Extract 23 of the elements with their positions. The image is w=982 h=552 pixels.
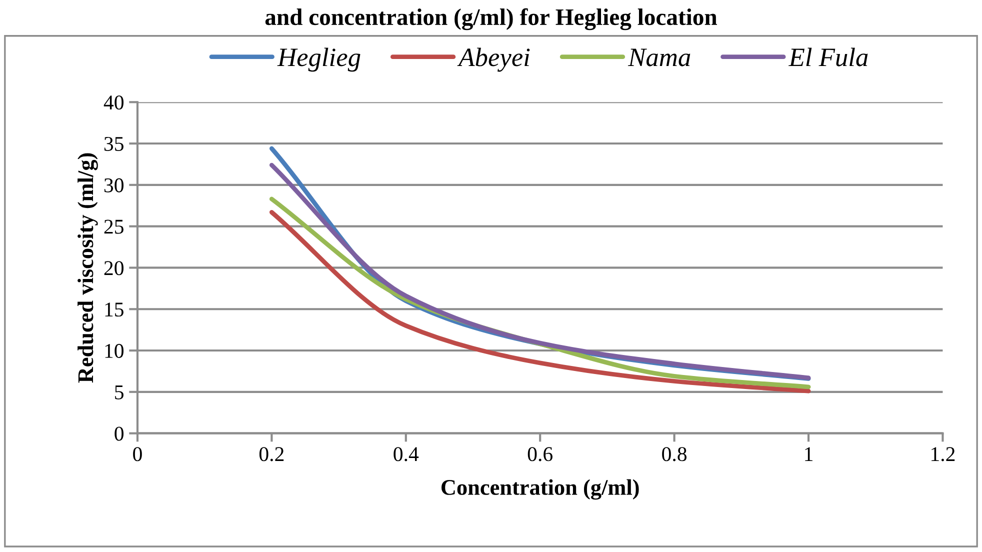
y-axis-title: Reduced viscosity (ml/g) xyxy=(78,153,98,383)
y-tick-label: 15 xyxy=(105,302,124,317)
y-tick-label: 25 xyxy=(104,220,124,234)
y-tick-label: 40 xyxy=(104,95,124,110)
x-tick-label: 0.4 xyxy=(394,447,419,462)
legend-label: Heglieg xyxy=(277,48,360,72)
x-tick-label: 0 xyxy=(133,447,142,462)
x-tick-label: 1.2 xyxy=(932,447,955,462)
y-tick-label: 0 xyxy=(114,426,124,441)
legend-label: Nama xyxy=(628,48,690,66)
y-tick-label: 10 xyxy=(105,344,124,358)
y-tick-label: 20 xyxy=(104,261,124,276)
x-tick-label: 0.2 xyxy=(259,447,284,462)
x-axis-title: Concentration (g/ml) xyxy=(442,479,639,500)
x-tick-label: 1 xyxy=(805,447,812,461)
legend-label: El Fula xyxy=(788,48,868,66)
x-tick-label: 0.6 xyxy=(528,447,552,462)
y-tick-label: 35 xyxy=(104,136,124,151)
x-tick-label: 0.8 xyxy=(662,447,687,462)
y-tick-label: 5 xyxy=(115,386,124,400)
legend-label: Abeyei xyxy=(457,48,530,72)
text: and concentration (g/ml) for Heglieg location xyxy=(265,8,718,30)
y-tick-label: 30 xyxy=(104,178,124,192)
